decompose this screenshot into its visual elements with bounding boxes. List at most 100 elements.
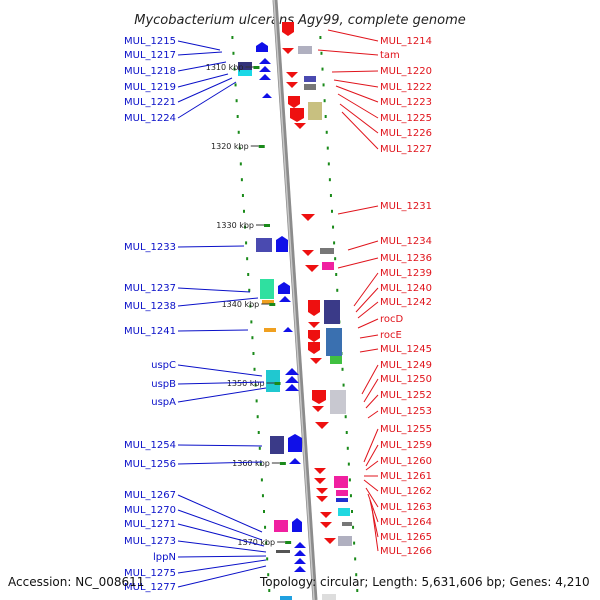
label-leader-line (331, 70, 379, 73)
gene-feature (288, 434, 302, 452)
gene-arrow-down (316, 496, 328, 502)
gene-arrow-down (316, 488, 328, 494)
gene-label-left[interactable]: MUL_1275 (124, 568, 176, 579)
gene-label-right[interactable]: MUL_1245 (380, 344, 432, 355)
label-leader-line (177, 40, 221, 51)
gene-arrow-down (315, 422, 329, 429)
label-leader-line (337, 93, 379, 119)
gene-arrow-up (259, 74, 271, 80)
gene-label-right[interactable]: MUL_1261 (380, 471, 432, 482)
gene-label-left[interactable]: MUL_1271 (124, 519, 176, 530)
gene-label-left[interactable]: MUL_1267 (124, 490, 176, 501)
gene-label-left[interactable]: MUL_1218 (124, 66, 176, 77)
gene-label-right[interactable]: MUL_1225 (380, 113, 432, 124)
gene-feature (278, 282, 290, 294)
gene-label-right[interactable]: MUL_1260 (380, 456, 432, 467)
gene-label-right[interactable]: MUL_1231 (380, 201, 432, 212)
gene-label-left[interactable]: MUL_1217 (124, 50, 176, 61)
gene-arrow-up (285, 384, 299, 391)
label-leader-line (361, 364, 379, 395)
gene-label-right[interactable]: rocD (380, 314, 404, 325)
gene-label-left[interactable]: MUL_1270 (124, 505, 176, 516)
gene-label-right[interactable]: MUL_1234 (380, 236, 432, 247)
gene-label-right[interactable]: MUL_1249 (380, 360, 432, 371)
gene-label-left[interactable]: lppN (153, 552, 176, 563)
label-leader-line (177, 364, 263, 377)
gene-block (322, 594, 336, 600)
gene-block (304, 76, 316, 82)
gene-arrow-down (314, 468, 326, 474)
gene-label-right[interactable]: MUL_1242 (380, 297, 432, 308)
gene-label-left[interactable]: MUL_1219 (124, 82, 176, 93)
gene-block (326, 328, 342, 356)
gene-block (330, 356, 342, 364)
gene-label-left[interactable]: MUL_1241 (124, 326, 176, 337)
label-leader-line (177, 387, 267, 403)
gene-label-left[interactable]: MUL_1224 (124, 113, 176, 124)
gene-label-right[interactable]: MUL_1263 (380, 502, 432, 513)
gene-label-right[interactable]: MUL_1262 (380, 486, 432, 497)
label-leader-line (337, 205, 379, 215)
gene-label-left[interactable]: MUL_1273 (124, 536, 176, 547)
gene-label-right[interactable]: MUL_1239 (380, 268, 432, 279)
gene-arrow-down (301, 214, 315, 221)
label-leader-line (341, 111, 379, 150)
gene-arrow-down (286, 82, 298, 88)
label-leader-line (177, 81, 237, 119)
gene-label-right[interactable]: MUL_1253 (380, 406, 432, 417)
gene-arrow-up (259, 66, 271, 72)
gene-label-right[interactable]: MUL_1226 (380, 128, 432, 139)
gene-label-right[interactable]: MUL_1227 (380, 144, 432, 155)
scale-mark-label: 1360 kbp (232, 459, 270, 468)
gene-block (304, 84, 316, 90)
gene-feature (290, 108, 304, 122)
scale-mark-label: 1320 kbp (211, 142, 249, 151)
gene-arrow-down (294, 123, 306, 129)
gene-feature (312, 390, 326, 404)
gene-block (260, 279, 274, 299)
gene-label-left[interactable]: MUL_1233 (124, 242, 176, 253)
label-leader-line (337, 257, 379, 269)
gene-arrow-up (294, 558, 306, 564)
gene-arrow-up (294, 550, 306, 556)
gene-block (270, 436, 284, 454)
gene-label-right[interactable]: MUL_1252 (380, 390, 432, 401)
map-title: Mycobacterium ulcerans Agy99, complete g… (134, 13, 466, 28)
gene-label-left[interactable]: MUL_1254 (124, 440, 176, 451)
gene-label-right[interactable]: MUL_1264 (380, 517, 432, 528)
gene-label-right[interactable]: MUL_1259 (380, 440, 432, 451)
label-leader-line (335, 85, 379, 103)
gene-label-right[interactable]: MUL_1236 (380, 253, 432, 264)
gene-label-left[interactable]: MUL_1221 (124, 97, 176, 108)
gene-label-right[interactable]: rocE (380, 330, 402, 341)
gene-label-right[interactable]: MUL_1220 (380, 66, 432, 77)
gene-label-left[interactable]: MUL_1277 (124, 582, 176, 593)
gene-label-left[interactable]: MUL_1237 (124, 283, 176, 294)
label-leader-line (367, 410, 379, 419)
gene-label-left[interactable]: MUL_1256 (124, 459, 176, 470)
gene-label-right[interactable]: MUL_1240 (380, 283, 432, 294)
gene-label-right[interactable]: MUL_1265 (380, 532, 432, 543)
gene-label-right[interactable]: tam (380, 50, 400, 61)
gene-arrow-up (262, 93, 272, 98)
gene-arrow-down (312, 406, 324, 412)
gene-label-left[interactable]: uspA (151, 397, 176, 408)
gene-label-left[interactable]: MUL_1238 (124, 301, 176, 312)
gene-arrow-down (324, 538, 336, 544)
gene-label-right[interactable]: MUL_1255 (380, 424, 432, 435)
gene-label-left[interactable]: uspC (151, 360, 176, 371)
gene-label-right[interactable]: MUL_1250 (380, 374, 432, 385)
gene-label-right[interactable]: MUL_1214 (380, 36, 432, 47)
gene-label-left[interactable]: uspB (151, 379, 176, 390)
gene-arrow-up (259, 58, 271, 64)
gene-block (280, 596, 292, 600)
gene-label-left[interactable]: MUL_1215 (124, 36, 176, 47)
gene-arrow-down (314, 478, 326, 484)
gene-label-right[interactable]: MUL_1222 (380, 82, 432, 93)
label-leader-line (347, 240, 379, 251)
gene-label-right[interactable]: MUL_1223 (380, 97, 432, 108)
gene-label-right[interactable]: MUL_1266 (380, 546, 432, 557)
label-leader-line (363, 378, 379, 403)
label-leader-line (177, 461, 263, 465)
